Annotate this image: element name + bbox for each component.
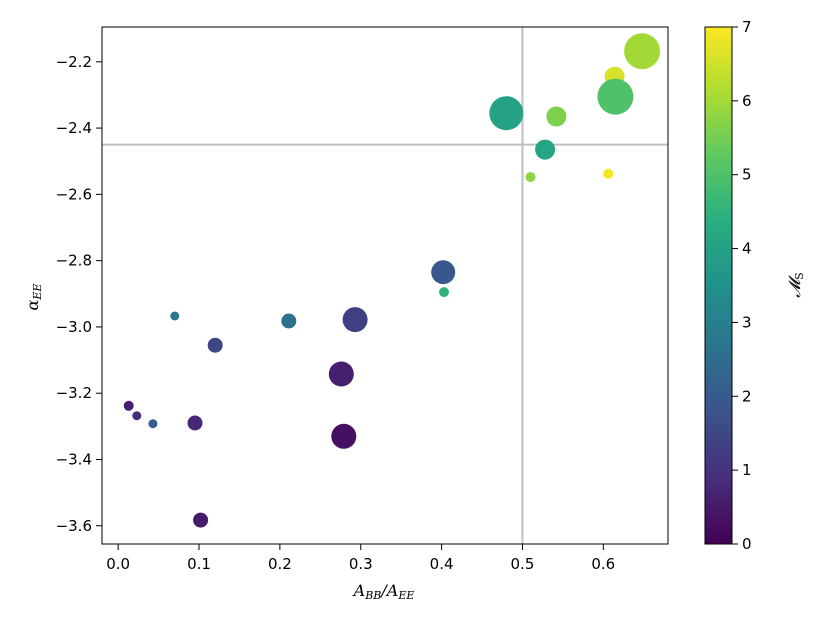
colorbar-tick-label: 5 bbox=[742, 166, 752, 184]
y-axis: −3.6 −3.4 −3.2 −3.0 −2.8 −2.6 −2.4 −2.2 bbox=[56, 53, 102, 535]
x-tick-label: 0.1 bbox=[187, 555, 211, 573]
scatter-point bbox=[148, 419, 158, 429]
colorbar bbox=[704, 26, 733, 545]
y-tick-label: −3.4 bbox=[56, 450, 92, 468]
scatter-point bbox=[187, 415, 203, 431]
x-tick-label: 0.5 bbox=[511, 555, 535, 573]
scatter-point bbox=[603, 168, 614, 179]
colorbar-tick-label: 1 bbox=[742, 461, 752, 479]
x-axis-label: ABB/AEE bbox=[352, 581, 415, 602]
y-tick-label: −2.6 bbox=[56, 185, 92, 203]
scatter-point bbox=[207, 337, 223, 353]
y-tick-label: −3.0 bbox=[56, 318, 92, 336]
x-tick-label: 0.4 bbox=[430, 555, 454, 573]
colorbar-label: 𝓜S bbox=[785, 272, 806, 297]
scatter-point bbox=[281, 313, 297, 329]
x-tick-label: 0.6 bbox=[591, 555, 615, 573]
colorbar-tick-label: 2 bbox=[742, 387, 752, 405]
colorbar-tick-label: 3 bbox=[742, 313, 752, 331]
y-tick-label: −2.2 bbox=[56, 53, 92, 71]
y-axis-label: αEE bbox=[23, 284, 44, 311]
data-points bbox=[123, 33, 661, 528]
scatter-point bbox=[439, 287, 449, 298]
scatter-point bbox=[328, 361, 354, 387]
scatter-point bbox=[546, 106, 567, 127]
y-tick-label: −3.6 bbox=[56, 517, 92, 535]
scatter-point bbox=[331, 423, 357, 449]
y-tick-label: −3.2 bbox=[56, 384, 92, 402]
plot-frame bbox=[101, 26, 669, 545]
scatter-point bbox=[170, 311, 180, 321]
x-tick-label: 0.2 bbox=[268, 555, 292, 573]
colorbar-axis: 0 1 2 3 4 5 6 7 bbox=[732, 18, 752, 553]
reference-lines bbox=[102, 27, 668, 544]
x-tick-label: 0.0 bbox=[106, 555, 130, 573]
y-tick-label: −2.8 bbox=[56, 252, 92, 270]
scatter-point bbox=[597, 78, 634, 115]
y-tick-label: −2.4 bbox=[56, 119, 92, 137]
colorbar-tick-label: 6 bbox=[742, 92, 752, 110]
x-tick-label: 0.3 bbox=[349, 555, 373, 573]
scatter-point bbox=[525, 172, 536, 183]
scatter-point bbox=[624, 33, 661, 70]
scatter-point bbox=[123, 400, 134, 411]
scatter-point bbox=[132, 411, 142, 421]
colorbar-tick-label: 7 bbox=[742, 18, 752, 36]
colorbar-tick-label: 0 bbox=[742, 535, 752, 553]
x-axis: 0.0 0.1 0.2 0.3 0.4 0.5 0.6 bbox=[106, 544, 615, 573]
scatter-point bbox=[193, 512, 209, 528]
colorbar-tick-label: 4 bbox=[742, 240, 752, 258]
scatter-point bbox=[535, 139, 556, 160]
scatter-point bbox=[489, 96, 524, 131]
scatter-point bbox=[342, 307, 368, 333]
scatter-point bbox=[431, 260, 456, 285]
